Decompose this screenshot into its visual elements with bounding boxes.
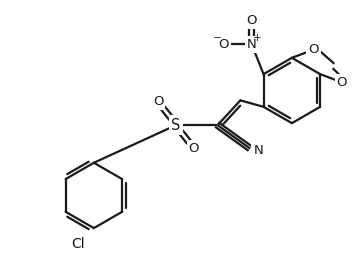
Text: O: O <box>189 142 199 155</box>
Text: O: O <box>246 14 257 27</box>
Text: O: O <box>153 95 164 108</box>
Text: −: − <box>213 33 221 43</box>
Text: O: O <box>337 76 347 89</box>
Text: S: S <box>171 118 181 133</box>
Text: +: + <box>253 33 262 43</box>
Text: O: O <box>219 38 229 51</box>
Text: N: N <box>247 38 257 51</box>
Text: Cl: Cl <box>71 237 85 251</box>
Text: O: O <box>308 43 319 56</box>
Text: N: N <box>253 144 263 157</box>
